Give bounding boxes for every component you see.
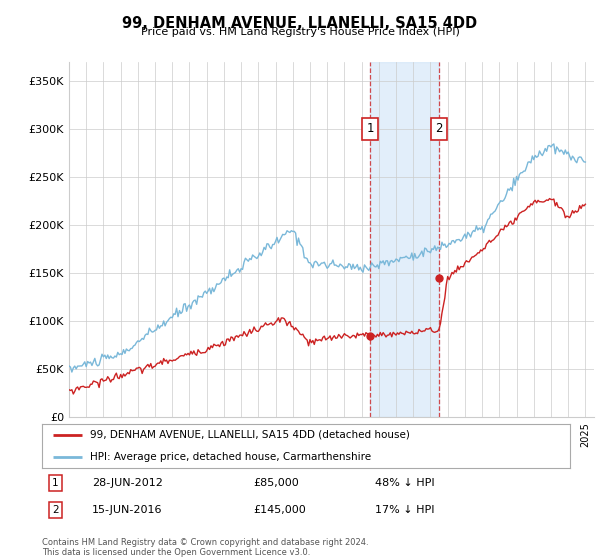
Text: 28-JUN-2012: 28-JUN-2012	[92, 478, 163, 488]
Text: 17% ↓ HPI: 17% ↓ HPI	[374, 505, 434, 515]
Text: 1: 1	[52, 478, 59, 488]
Bar	[370, 62, 439, 417]
Text: Contains HM Land Registry data © Crown copyright and database right 2024.
This d: Contains HM Land Registry data © Crown c…	[42, 538, 368, 557]
Text: 1: 1	[367, 123, 374, 136]
Text: Price paid vs. HM Land Registry's House Price Index (HPI): Price paid vs. HM Land Registry's House …	[140, 27, 460, 37]
Text: 2: 2	[436, 123, 443, 136]
Text: £145,000: £145,000	[253, 505, 306, 515]
Text: £85,000: £85,000	[253, 478, 299, 488]
Text: HPI: Average price, detached house, Carmarthenshire: HPI: Average price, detached house, Carm…	[89, 452, 371, 461]
Text: 2: 2	[52, 505, 59, 515]
Text: 99, DENHAM AVENUE, LLANELLI, SA15 4DD: 99, DENHAM AVENUE, LLANELLI, SA15 4DD	[122, 16, 478, 31]
Text: 48% ↓ HPI: 48% ↓ HPI	[374, 478, 434, 488]
Text: 15-JUN-2016: 15-JUN-2016	[92, 505, 163, 515]
Text: 99, DENHAM AVENUE, LLANELLI, SA15 4DD (detached house): 99, DENHAM AVENUE, LLANELLI, SA15 4DD (d…	[89, 430, 409, 440]
